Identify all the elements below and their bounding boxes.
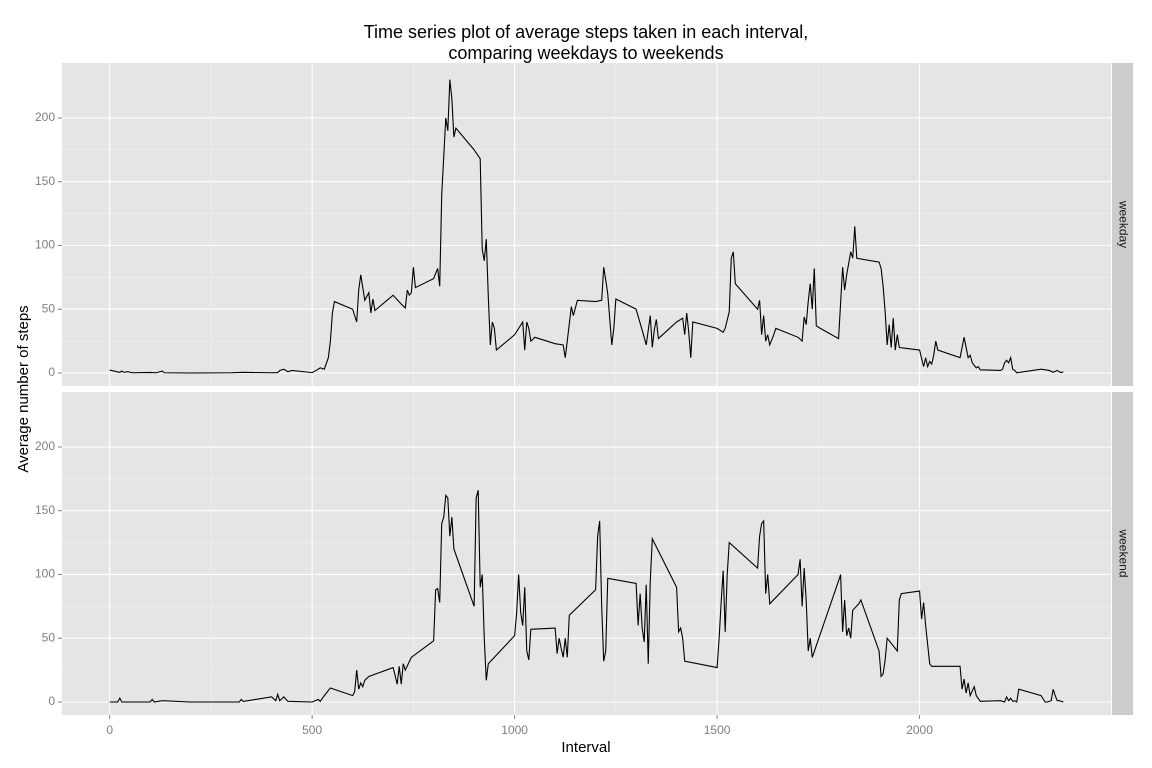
series-line bbox=[109, 79, 1064, 374]
x-tick-label: 500 bbox=[302, 723, 322, 737]
chart-title: comparing weekdays to weekends bbox=[448, 43, 723, 63]
x-tick-label: 0 bbox=[106, 723, 113, 737]
series-line bbox=[109, 490, 1064, 703]
x-tick-label: 1500 bbox=[704, 723, 731, 737]
strip-background bbox=[1112, 392, 1133, 715]
chart-title: Time series plot of average steps taken … bbox=[364, 22, 809, 42]
x-tick-label: 2000 bbox=[906, 723, 933, 737]
strip-label: weekend bbox=[1116, 528, 1130, 577]
y-tick-label: 100 bbox=[35, 238, 55, 252]
y-tick-label: 200 bbox=[35, 110, 55, 124]
y-tick-label: 50 bbox=[42, 301, 56, 315]
y-tick-label: 50 bbox=[42, 630, 56, 644]
strip-label: weekday bbox=[1116, 200, 1130, 248]
strip-background bbox=[1112, 63, 1133, 386]
y-tick-label: 200 bbox=[35, 439, 55, 453]
y-tick-label: 0 bbox=[48, 694, 55, 708]
y-tick-label: 150 bbox=[35, 503, 55, 517]
panel-background bbox=[62, 63, 1111, 386]
y-axis-label: Average number of steps bbox=[15, 305, 32, 472]
x-tick-label: 1000 bbox=[501, 723, 528, 737]
y-tick-label: 100 bbox=[35, 567, 55, 581]
x-axis-label: Interval bbox=[561, 739, 610, 756]
y-tick-label: 150 bbox=[35, 174, 55, 188]
y-tick-label: 0 bbox=[48, 365, 55, 379]
panel-background bbox=[62, 392, 1111, 715]
